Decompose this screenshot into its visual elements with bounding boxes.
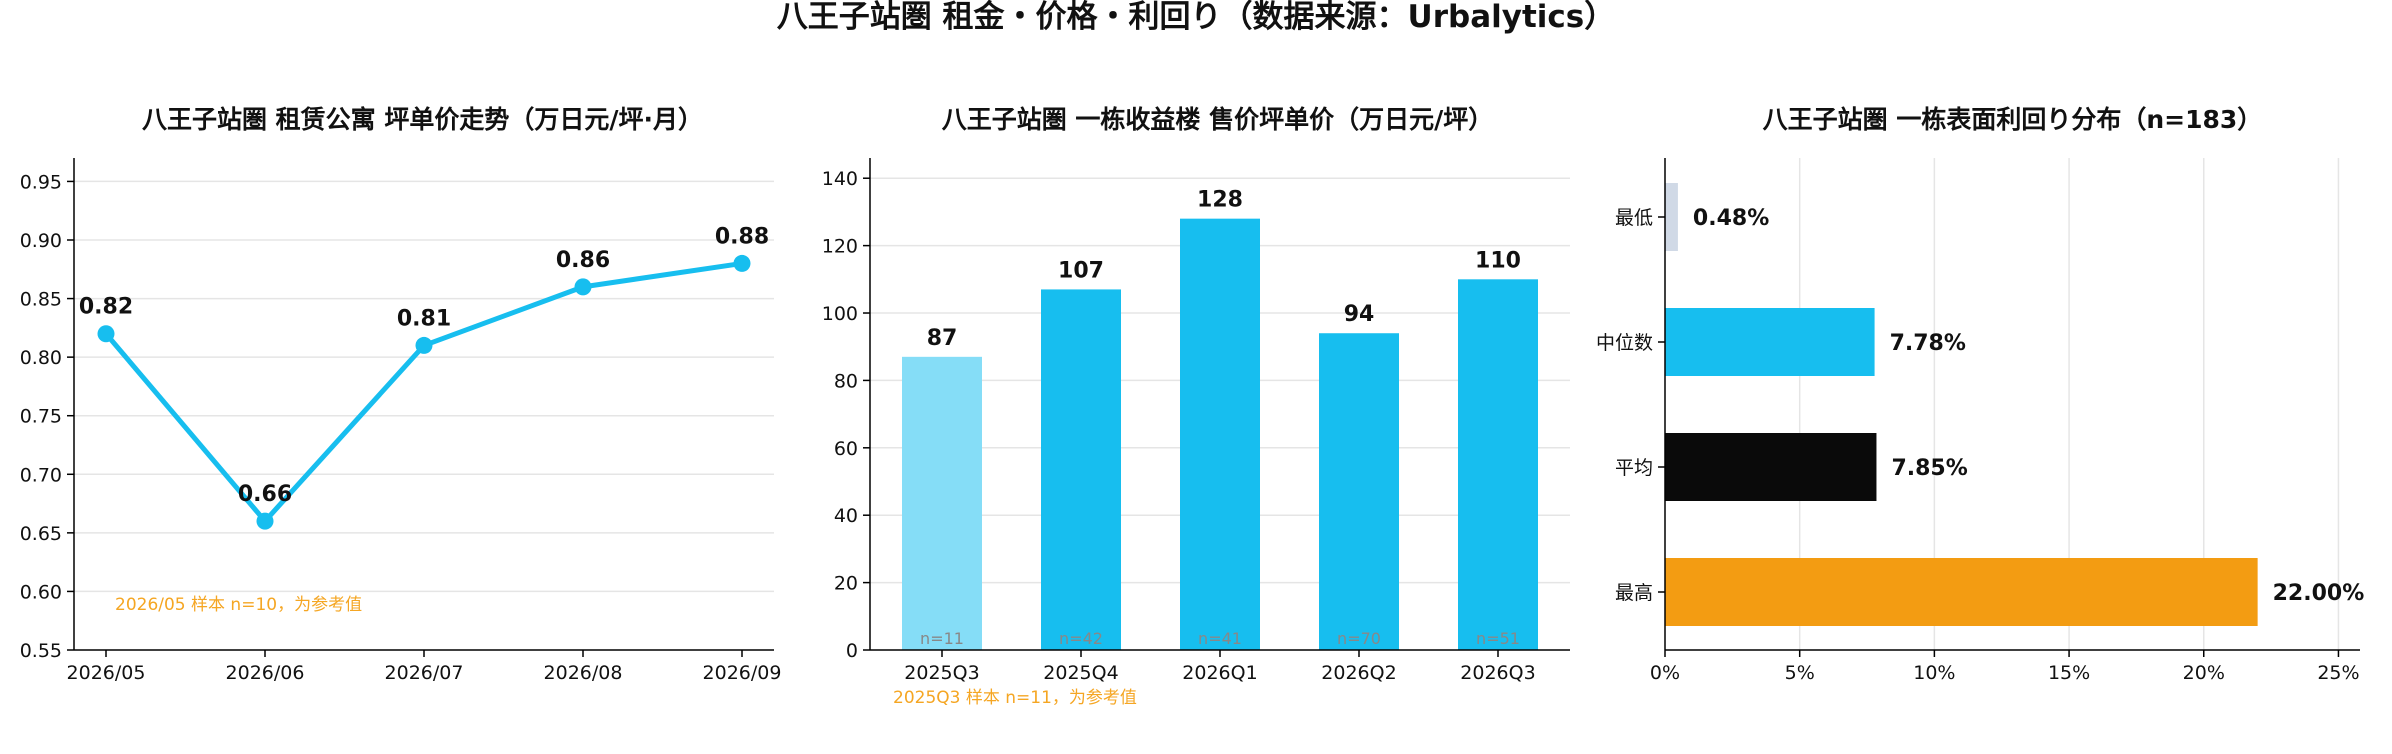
series-line [104,260,743,524]
y-tick-label: 100 [822,303,858,325]
data-label: 22.00% [2273,581,2365,606]
line-chart-title: 八王子站圏 租赁公寓 坪单价走势（万日元/坪·月） [141,105,704,134]
x-tick-label: 2026/07 [385,662,464,684]
y-tick-label: 0.70 [20,464,62,486]
bar [1458,279,1538,650]
x-tick-label: 5% [1785,662,1815,684]
bar [1180,218,1260,650]
data-label: 128 [1197,188,1243,213]
y-tick-label: 60 [834,438,858,460]
sample-size-label: n=41 [1198,629,1242,648]
y-tick-label: 最低 [1615,207,1653,229]
y-tick-label: 0.85 [20,289,62,311]
x-tick-label: 2026Q2 [1321,662,1396,684]
x-tick-label: 2026Q3 [1460,662,1535,684]
data-label: 94 [1344,302,1375,327]
y-tick-label: 20 [834,573,858,595]
x-tick-label: 0% [1650,662,1680,684]
data-label: 0.88 [715,224,769,249]
x-tick-label: 2025Q4 [1043,662,1118,684]
annotation-note: 2026/05 样本 n=10，为参考值 [115,595,362,615]
bar [1041,289,1121,650]
y-tick-label: 80 [834,370,858,392]
bar [1665,183,1678,251]
data-label: 110 [1475,248,1521,273]
bar-chart-panel: 0 20 40 60 80 100 120 140 87 n=11 2025Q3 107 n=42 202… [822,158,1570,708]
data-label: 7.85% [1891,456,1967,481]
y-tick-label: 140 [822,168,858,190]
y-tick-label: 0.75 [20,406,62,428]
yield-chart-title: 八王子站圏 一栋表面利回り分布（n=183） [1762,105,2263,134]
y-tick-label: 0.95 [20,171,62,193]
x-tick-label: 10% [1913,662,1955,684]
x-tick-label: 2026Q1 [1182,662,1257,684]
sample-size-label: n=42 [1059,629,1103,648]
x-tick-label: 15% [2048,662,2090,684]
x-tick-label: 2026/08 [544,662,623,684]
x-tick-label: 20% [2183,662,2225,684]
sample-size-label: n=51 [1476,629,1520,648]
y-tick-label: 120 [822,236,858,258]
y-tick-label: 中位数 [1596,332,1653,354]
y-tick-label: 最高 [1615,582,1653,604]
data-label: 7.78% [1890,331,1966,356]
bar [1665,558,2258,626]
bar [1665,433,1877,501]
y-tick-label: 0 [846,640,858,662]
y-tick-label: 平均 [1615,457,1653,479]
y-tick-label: 0.60 [20,581,62,603]
data-label: 107 [1058,258,1104,283]
y-tick-label: 40 [834,505,858,527]
annotation-note: 2025Q3 样本 n=11，为参考值 [893,688,1137,708]
x-tick-label: 2026/06 [226,662,305,684]
bar [902,356,982,650]
sample-size-label: n=11 [920,629,964,648]
y-tick-label: 0.80 [20,347,62,369]
bar [1319,333,1399,650]
x-tick-label: 2026/09 [703,662,782,684]
data-label: 0.66 [238,482,292,507]
x-tick-label: 25% [2317,662,2359,684]
data-label: 0.81 [397,306,451,331]
data-label: 0.86 [556,248,610,273]
bar [1665,308,1875,376]
yield-chart-panel: 0% 5% 10% 15% 20% 25% 0.48% 最低 7.78% 中位数 7.85% 平均 22… [1596,158,2364,684]
y-tick-label: 0.65 [20,523,62,545]
y-tick-label: 0.90 [20,230,62,252]
data-point [256,512,274,530]
data-point [574,278,592,296]
figure-title: 八王子站圏 租金・价格・利回り（数据来源：Urbalytics） [776,0,1616,35]
data-label: 87 [927,326,958,351]
x-tick-label: 2025Q3 [904,662,979,684]
data-label: 0.82 [79,295,133,320]
x-tick-label: 2026/05 [67,662,146,684]
data-point [415,336,433,354]
bar-chart-title: 八王子站圏 一栋收益楼 售价坪单价（万日元/坪） [941,105,1494,134]
sample-size-label: n=70 [1337,629,1381,648]
data-point [733,254,751,272]
line-chart-panel: 0.55 0.60 0.65 0.70 0.75 0.80 0.85 0.90 0.95 2026… [20,158,782,684]
y-tick-label: 0.55 [20,640,62,662]
data-point [97,325,115,343]
data-label: 0.48% [1693,206,1769,231]
